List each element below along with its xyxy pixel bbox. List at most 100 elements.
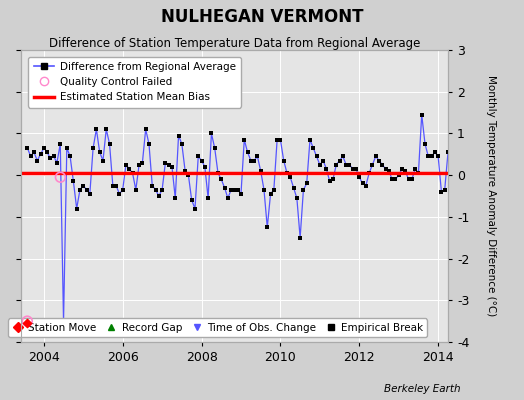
Point bbox=[243, 149, 252, 155]
Point bbox=[329, 176, 337, 182]
Point bbox=[513, 132, 521, 139]
Point bbox=[342, 162, 351, 168]
Point bbox=[388, 176, 396, 182]
Point bbox=[72, 205, 81, 212]
Point bbox=[460, 157, 468, 164]
Point bbox=[522, 162, 524, 168]
Point bbox=[23, 320, 31, 326]
Point bbox=[201, 164, 209, 170]
Point bbox=[428, 153, 436, 160]
Point bbox=[145, 141, 153, 147]
Point bbox=[348, 166, 357, 172]
Point bbox=[473, 186, 482, 193]
Point bbox=[431, 149, 439, 155]
Point bbox=[299, 186, 308, 193]
Legend: Station Move, Record Gap, Time of Obs. Change, Empirical Break: Station Move, Record Gap, Time of Obs. C… bbox=[7, 318, 427, 337]
Point bbox=[368, 162, 377, 168]
Point bbox=[480, 141, 488, 147]
Point bbox=[155, 193, 163, 199]
Point bbox=[36, 151, 45, 158]
Point bbox=[306, 136, 314, 143]
Point bbox=[33, 157, 41, 164]
Point bbox=[362, 182, 370, 189]
Point bbox=[319, 157, 328, 164]
Point bbox=[204, 195, 212, 201]
Point bbox=[151, 186, 160, 193]
Point bbox=[345, 162, 354, 168]
Point bbox=[519, 157, 524, 164]
Point bbox=[500, 174, 508, 180]
Point bbox=[322, 166, 331, 172]
Point bbox=[211, 145, 219, 151]
Point bbox=[470, 186, 478, 193]
Point bbox=[30, 149, 38, 155]
Point bbox=[82, 186, 91, 193]
Point bbox=[118, 186, 127, 193]
Point bbox=[191, 205, 199, 212]
Point bbox=[496, 162, 505, 168]
Point bbox=[122, 162, 130, 168]
Point bbox=[66, 153, 74, 160]
Point bbox=[227, 186, 235, 193]
Point bbox=[79, 182, 88, 189]
Point bbox=[457, 153, 465, 160]
Point bbox=[289, 184, 298, 191]
Point bbox=[46, 155, 54, 162]
Point bbox=[141, 126, 150, 132]
Point bbox=[276, 136, 285, 143]
Point bbox=[309, 145, 318, 151]
Point bbox=[266, 191, 275, 197]
Point bbox=[273, 136, 281, 143]
Point bbox=[56, 141, 64, 147]
Point bbox=[257, 168, 265, 174]
Point bbox=[398, 166, 406, 172]
Point bbox=[247, 157, 255, 164]
Point bbox=[312, 153, 321, 160]
Point bbox=[391, 176, 400, 182]
Point bbox=[279, 157, 288, 164]
Point bbox=[441, 186, 449, 193]
Point bbox=[184, 172, 193, 178]
Point bbox=[464, 195, 472, 201]
Point bbox=[230, 186, 238, 193]
Point bbox=[437, 189, 445, 195]
Point bbox=[355, 174, 364, 180]
Point bbox=[283, 170, 291, 176]
Point bbox=[23, 145, 31, 151]
Point bbox=[198, 157, 206, 164]
Point bbox=[53, 160, 61, 166]
Point bbox=[516, 149, 524, 155]
Point bbox=[302, 180, 311, 187]
Point bbox=[214, 170, 222, 176]
Point bbox=[115, 191, 124, 197]
Point bbox=[99, 157, 107, 164]
Point bbox=[270, 186, 278, 193]
Point bbox=[296, 234, 304, 241]
Point bbox=[43, 149, 51, 155]
Point bbox=[335, 157, 344, 164]
Point bbox=[105, 141, 114, 147]
Point bbox=[401, 168, 409, 174]
Point bbox=[315, 162, 324, 168]
Point bbox=[23, 318, 31, 324]
Point bbox=[132, 186, 140, 193]
Point bbox=[69, 178, 78, 185]
Point bbox=[451, 157, 459, 164]
Point bbox=[421, 141, 429, 147]
Point bbox=[325, 178, 334, 185]
Point bbox=[188, 197, 196, 203]
Point bbox=[509, 132, 518, 139]
Point bbox=[444, 149, 452, 155]
Point bbox=[424, 153, 432, 160]
Point bbox=[168, 164, 176, 170]
Point bbox=[253, 153, 261, 160]
Point bbox=[293, 195, 301, 201]
Point bbox=[447, 141, 455, 147]
Point bbox=[381, 166, 390, 172]
Text: NULHEGAN VERMONT: NULHEGAN VERMONT bbox=[161, 8, 363, 26]
Point bbox=[365, 170, 373, 176]
Point bbox=[108, 182, 117, 189]
Point bbox=[477, 136, 485, 143]
Point bbox=[112, 182, 121, 189]
Point bbox=[128, 170, 137, 176]
